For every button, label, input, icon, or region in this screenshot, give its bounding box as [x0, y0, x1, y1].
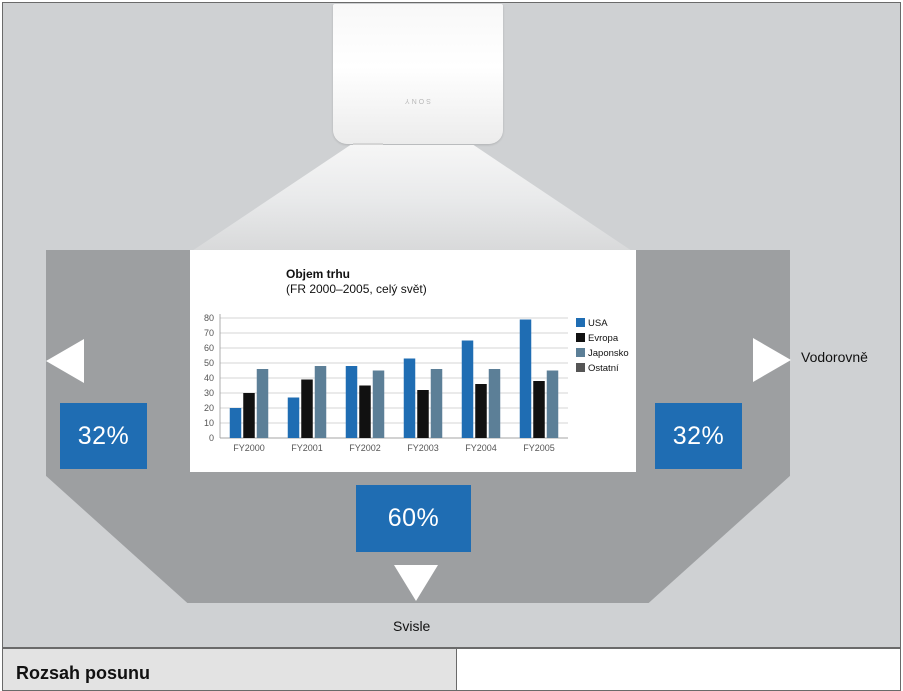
projector: SONY [333, 4, 503, 148]
legend-label: Evropa [588, 333, 619, 344]
right-shift-percent: 32% [655, 403, 742, 469]
caption-cell: Rozsah posunu [2, 648, 457, 691]
bar-evropa-fy2005 [533, 381, 545, 438]
y-tick-label: 60 [204, 343, 214, 353]
bar-usa-fy2003 [403, 358, 416, 438]
x-axis-ticks: FY2000 FY2001 FY2002 FY2003 FY2004 FY2005 [233, 443, 555, 453]
chart-title: Objem trhu [286, 267, 350, 281]
legend-label: USA [588, 318, 608, 329]
bar-evropa-fy2004 [475, 384, 487, 438]
x-tick-label: FY2003 [407, 443, 439, 453]
legend-label: Japonsko [588, 348, 629, 359]
y-tick-label: 20 [204, 403, 214, 413]
y-tick-label: 0 [209, 433, 214, 443]
bar-evropa-fy2002 [359, 385, 371, 438]
chart-legend: USA Evropa Japonsko Ostatní [576, 318, 629, 374]
bar-japonsko-fy2005 [546, 370, 559, 438]
y-tick-label: 30 [204, 388, 214, 398]
legend-swatch [576, 333, 585, 342]
market-volume-chart: Objem trhu (FR 2000–2005, celý svět) 0 10… [204, 267, 629, 453]
arrow-left-icon [46, 339, 84, 383]
bar-usa-fy2000 [229, 408, 242, 438]
bar-japonsko-fy2001 [314, 366, 327, 438]
vertical-label: Svisle [393, 618, 431, 634]
bar-usa-fy2002 [345, 366, 358, 438]
caption-title: Rozsah posunu [16, 663, 150, 683]
arrow-right-icon [753, 338, 791, 382]
projected-screen: Objem trhu (FR 2000–2005, celý svět) 0 10… [190, 250, 636, 472]
horizontal-label: Vodorovně [801, 349, 868, 365]
y-tick-label: 40 [204, 373, 214, 383]
y-tick-label: 80 [204, 313, 214, 323]
legend-swatch [576, 348, 585, 357]
bar-evropa-fy2001 [301, 379, 313, 438]
y-tick-label: 10 [204, 418, 214, 428]
left-shift-percent: 32% [60, 403, 147, 469]
caption-empty-cell [456, 648, 901, 691]
bar-japonsko-fy2002 [372, 370, 385, 438]
bar-japonsko-fy2000 [256, 369, 269, 438]
arrow-down-icon [394, 565, 438, 601]
x-tick-label: FY2004 [465, 443, 497, 453]
chart-grid [219, 314, 568, 439]
x-tick-label: FY2002 [349, 443, 381, 453]
legend-swatch [576, 318, 585, 327]
bar-evropa-fy2000 [243, 393, 255, 438]
bar-evropa-fy2003 [417, 390, 429, 438]
bar-usa-fy2001 [287, 397, 300, 438]
bar-usa-fy2004 [461, 340, 474, 438]
bar-usa-fy2005 [519, 319, 532, 438]
x-tick-label: FY2001 [291, 443, 323, 453]
y-tick-label: 70 [204, 328, 214, 338]
chart-bars [229, 319, 559, 438]
y-tick-label: 50 [204, 358, 214, 368]
vertical-shift-percent: 60% [356, 485, 471, 552]
x-tick-label: FY2000 [233, 443, 265, 453]
y-axis-ticks: 0 10 20 30 40 50 60 70 80 [204, 313, 214, 443]
bar-japonsko-fy2004 [488, 369, 501, 438]
projector-logo: SONY [403, 97, 431, 104]
bar-japonsko-fy2003 [430, 369, 443, 438]
x-tick-label: FY2005 [523, 443, 555, 453]
chart-subtitle: (FR 2000–2005, celý svět) [286, 282, 427, 296]
legend-label: Ostatní [588, 363, 619, 374]
legend-swatch [576, 363, 585, 372]
